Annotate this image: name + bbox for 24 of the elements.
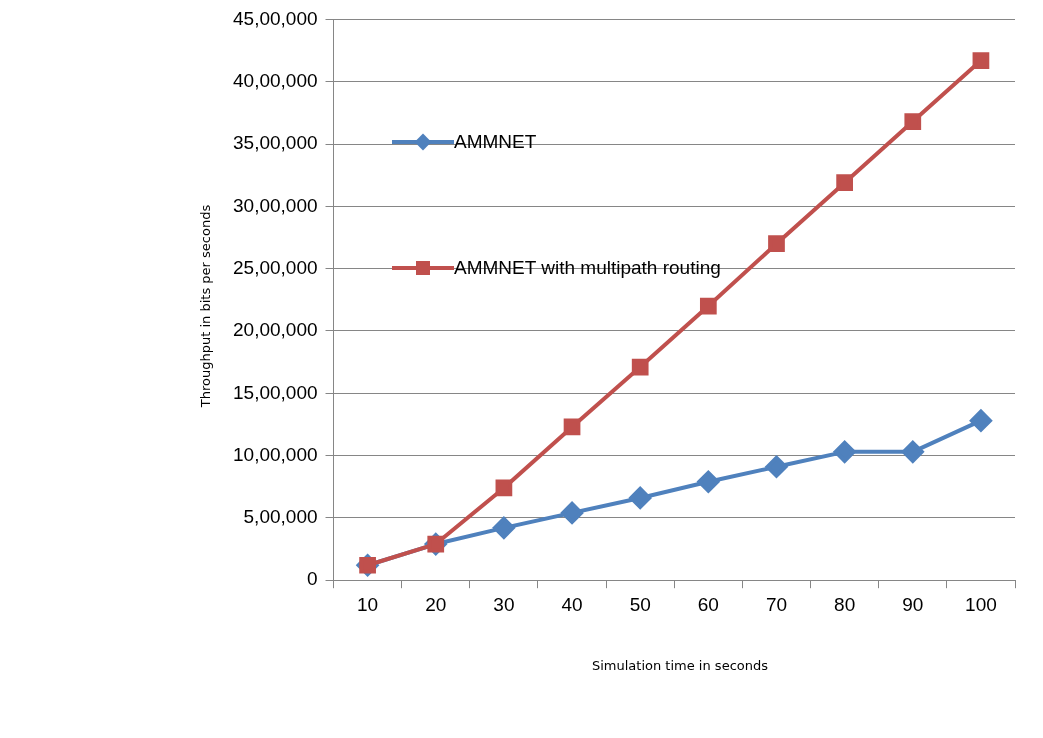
x-tick-label: 60 xyxy=(697,593,719,615)
x-tick-label: 90 xyxy=(902,593,924,615)
y-tick-label: 0 xyxy=(306,568,318,590)
x-axis-title: Simulation time in seconds xyxy=(591,657,769,673)
x-tick-label: 30 xyxy=(493,593,515,615)
y-tick-label: 5,00,000 xyxy=(243,506,318,528)
x-tick-label: 40 xyxy=(561,593,583,615)
legend-label: AMMNET xyxy=(454,131,537,153)
y-tick-label: 35,00,000 xyxy=(232,132,318,154)
x-tick-label: 100 xyxy=(965,593,997,615)
legend-label: AMMNET with multipath routing xyxy=(454,257,721,279)
y-tick-label: 45,00,000 xyxy=(232,7,318,29)
y-tick-label: 30,00,000 xyxy=(232,194,318,216)
x-tick-label: 80 xyxy=(834,593,856,615)
y-axis-title: Throughput in bits per seconds xyxy=(197,204,213,408)
x-tick-label: 70 xyxy=(765,593,788,615)
y-tick-label: 20,00,000 xyxy=(232,319,318,341)
y-tick-label: 25,00,000 xyxy=(232,256,318,278)
y-tick-label: 10,00,000 xyxy=(232,443,318,465)
x-tick-label: 20 xyxy=(425,593,447,615)
x-tick-label: 10 xyxy=(357,593,379,615)
y-tick-label: 15,00,000 xyxy=(232,381,318,403)
x-tick-label: 50 xyxy=(629,593,651,615)
y-tick-label: 40,00,000 xyxy=(232,69,318,91)
